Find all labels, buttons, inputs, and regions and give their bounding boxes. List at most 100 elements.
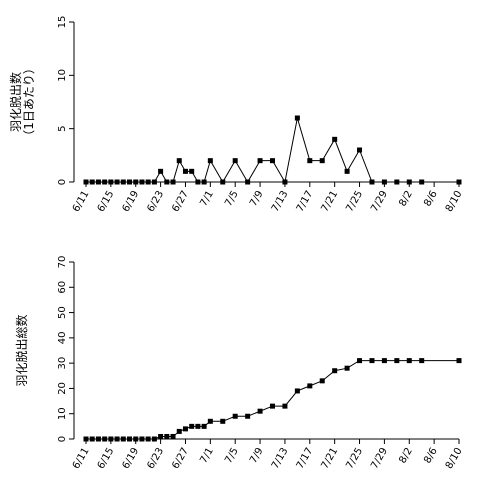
chart2-x-tick-label: 7/21 (320, 446, 341, 471)
chart2-data-point (127, 436, 133, 442)
chart2-data-point (232, 413, 238, 419)
chart2-data-point (220, 418, 226, 424)
chart1-data-point (158, 168, 164, 174)
chart2-y-tick-label: 20 (57, 382, 68, 395)
chart1-x-tick-label: 7/13 (270, 189, 291, 214)
chart1-data-point (139, 179, 145, 185)
chart1-x-tick-label: 7/9 (248, 189, 266, 208)
chart1-data-point (257, 158, 263, 164)
chart1-data-point (282, 179, 288, 185)
chart1-data-point (114, 179, 120, 185)
chart2-data-point (114, 436, 120, 442)
chart1-data-point (270, 158, 275, 164)
chart1-y-tick-label: 10 (57, 69, 68, 82)
chart1-y-tick-label: 0 (57, 179, 68, 185)
chart1-x-tick-label: 7/29 (369, 189, 390, 214)
chart2-x-tick-label: 6/27 (170, 446, 191, 471)
chart2-data-point (108, 436, 114, 442)
chart1-data-point (357, 147, 363, 153)
chart2-x-tick-label: 7/25 (344, 446, 365, 471)
chart2-data-point (201, 423, 207, 429)
chart1-data-point (456, 179, 462, 185)
chart1-x-tick-label: 8/2 (397, 189, 415, 208)
chart1-data-point (89, 179, 95, 185)
chart1-data-point (120, 179, 126, 185)
chart2-data-point (344, 365, 350, 371)
chart1-x-tick-label: 8/6 (422, 189, 440, 208)
chart1-x-tick-label: 6/27 (170, 189, 191, 214)
chart1-data-point (419, 179, 425, 185)
chart2-data-point (419, 358, 425, 364)
chart1-data-point (95, 179, 101, 185)
chart1-x-tick-label: 7/17 (295, 189, 316, 214)
chart1-y-tick-label: 15 (57, 16, 68, 29)
chart2-data-point (332, 368, 338, 374)
chart1-data-point (170, 179, 176, 185)
chart2-data-point (164, 433, 170, 439)
chart2-x-tick-label: 8/6 (422, 446, 440, 465)
chart2-data-point (89, 436, 95, 442)
chart1-data-point (319, 158, 325, 164)
chart1-y-axis-title: 羽化脱出数 (8, 72, 23, 132)
chart2-y-tick-label: 50 (57, 306, 68, 319)
chart2-data-point (394, 358, 400, 364)
chart2-data-point (83, 436, 89, 442)
chart1-y-tick-label: 5 (57, 125, 68, 131)
chart1-x-tick-label: 7/21 (320, 189, 341, 214)
chart2-data-point (176, 428, 182, 434)
chart1-data-point (381, 179, 387, 185)
chart2-data-point (456, 358, 462, 364)
chart2-x-tick-label: 7/5 (223, 446, 241, 465)
chart2-x-tick-label: 7/13 (270, 446, 291, 471)
chart2-data-point (182, 426, 188, 432)
chart1-data-point (127, 179, 133, 185)
chart1-data-point (207, 158, 213, 164)
chart2-y-tick-label: 60 (57, 281, 68, 294)
chart1-data-point (245, 179, 251, 185)
chart1-data-point (201, 179, 207, 185)
chart2-data-point (319, 378, 325, 384)
chart2-data-point (245, 413, 251, 419)
chart2-x-tick-label: 6/19 (121, 446, 142, 471)
chart2-data-point (145, 436, 151, 442)
chart1-data-point (294, 115, 300, 121)
chart1-data-point (369, 179, 375, 185)
chart1-data-point (332, 136, 338, 142)
chart2-data-point (357, 358, 363, 364)
chart1-data-point (189, 168, 195, 174)
chart1-data-point (151, 179, 157, 185)
chart1-x-tick-label: 7/5 (223, 189, 241, 208)
chart2-x-tick-label: 8/2 (397, 446, 415, 465)
chart2-data-point (270, 403, 275, 409)
chart1-data-point (195, 179, 201, 185)
chart1-data-point (307, 158, 313, 164)
chart1-x-tick-label: 6/11 (71, 189, 92, 214)
chart2-y-axis-title: 羽化脱出総数 (14, 314, 29, 386)
chart2-x-tick-label: 6/11 (71, 446, 92, 471)
chart2-x-tick-label: 7/17 (295, 446, 316, 471)
chart2-x-tick-label: 6/23 (145, 446, 166, 471)
chart2-y-tick-label: 40 (57, 331, 68, 344)
chart2-data-point (294, 388, 300, 394)
chart1-series-line (86, 117, 459, 184)
chart2-data-point (195, 423, 201, 429)
chart1-data-point (133, 179, 139, 185)
chart2-data-point (257, 408, 263, 414)
chart1-x-tick-label: 8/10 (444, 189, 465, 214)
chart2-data-point (158, 433, 164, 439)
chart2-data-point (170, 433, 176, 439)
chart1-data-point (220, 179, 226, 185)
chart2-data-point (133, 436, 139, 442)
chart1-data-point (344, 168, 350, 174)
chart1-x-tick-label: 7/25 (344, 189, 365, 214)
chart2-y-tick-label: 30 (57, 357, 68, 370)
chart2-series-line (86, 360, 459, 440)
chart1-data-point (176, 158, 182, 164)
chart2-data-point (151, 436, 157, 442)
chart1-data-point (164, 179, 170, 185)
chart1-x-tick-label: 7/1 (198, 189, 216, 208)
chart2-data-point (139, 436, 145, 442)
chart1-y-axis-title: （1日あたり） (22, 62, 36, 142)
